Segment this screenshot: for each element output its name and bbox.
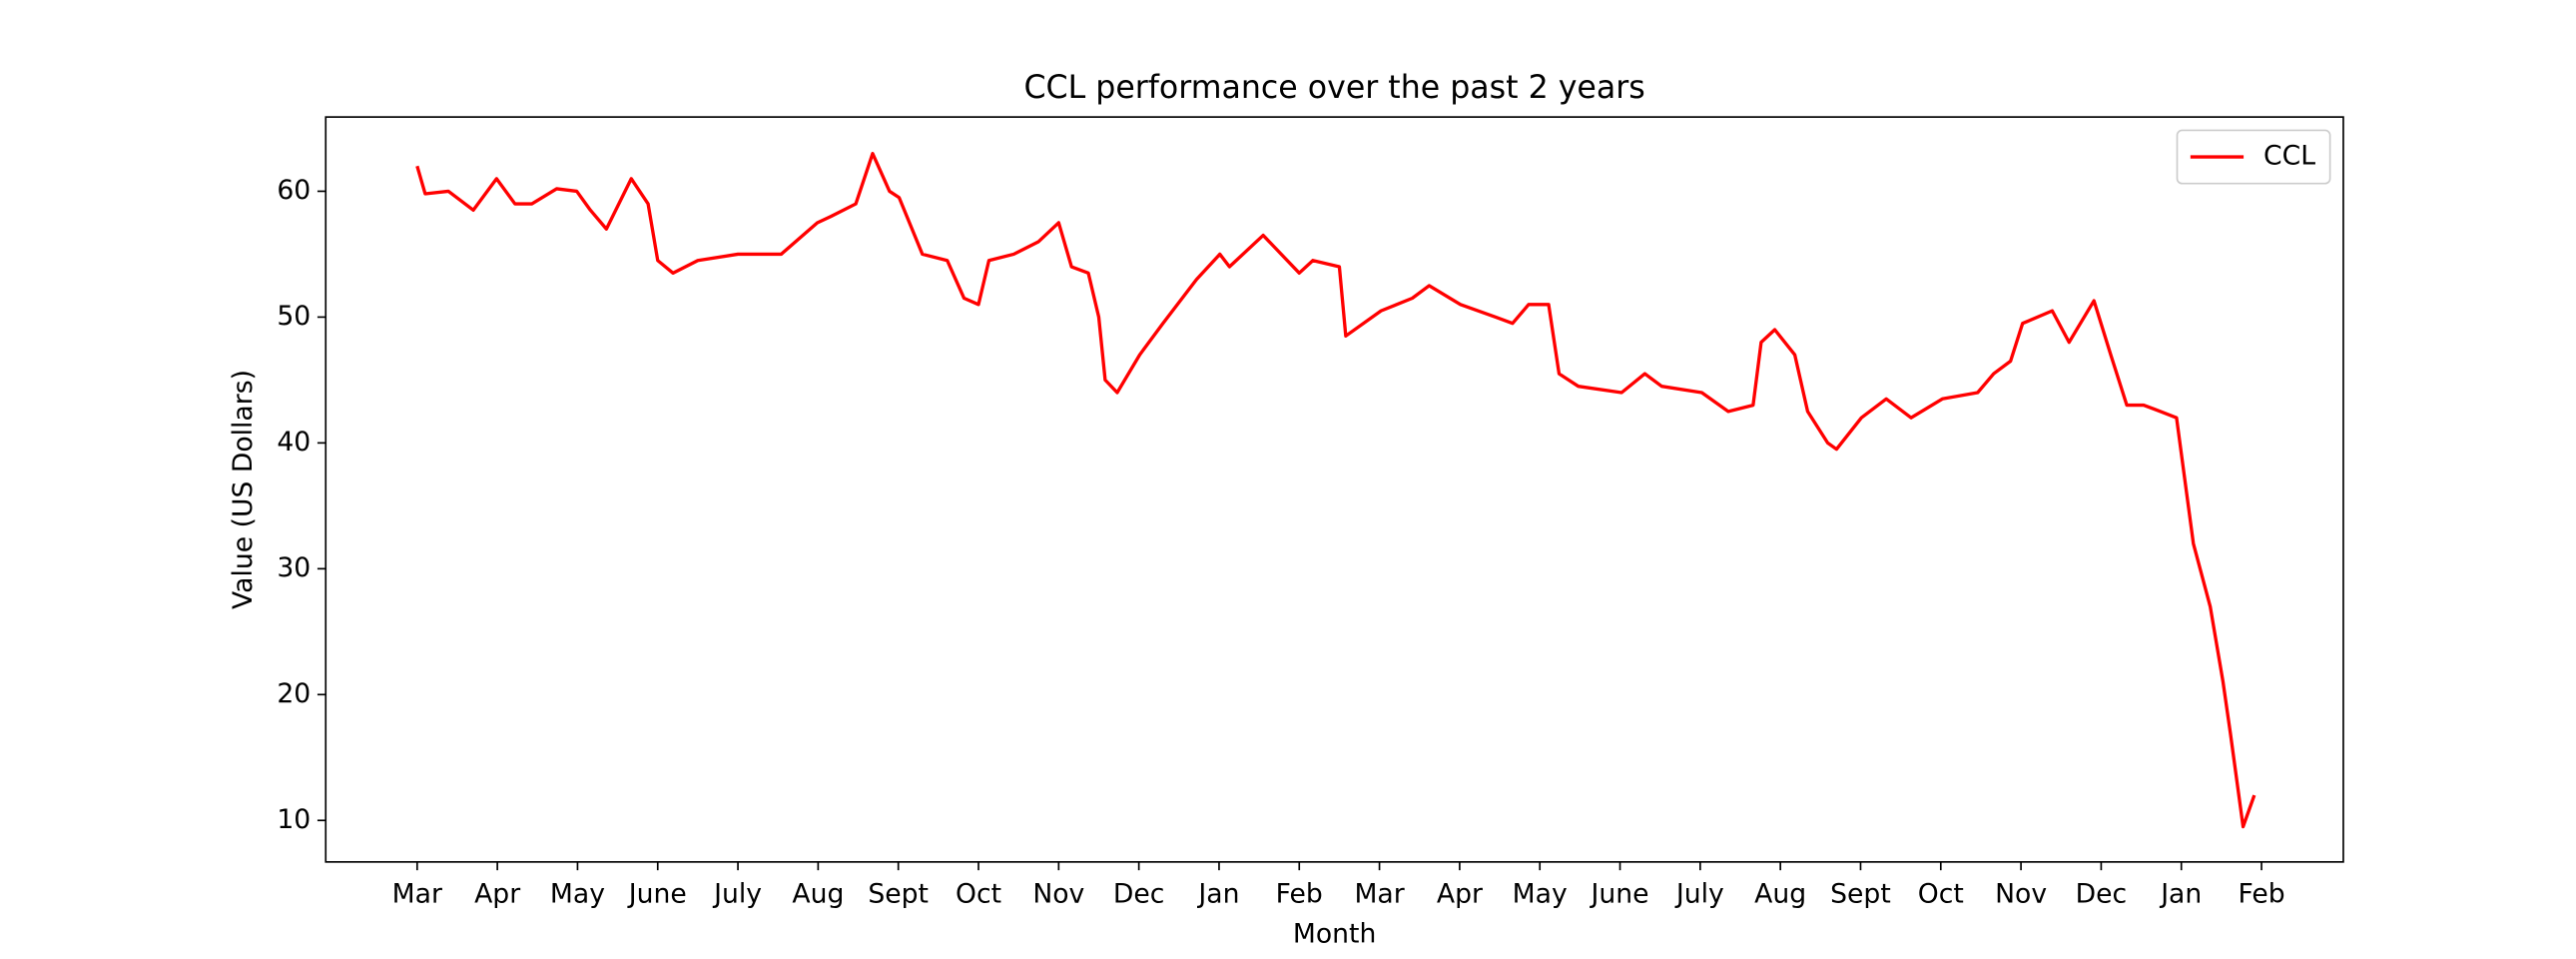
chart-title: CCL performance over the past 2 years bbox=[1023, 70, 1644, 106]
x-tick-label: Sept bbox=[1830, 879, 1891, 910]
x-tick-label: Aug bbox=[792, 879, 844, 910]
y-tick-label: 50 bbox=[277, 301, 311, 332]
x-tick-label: July bbox=[712, 879, 762, 910]
x-tick-label: July bbox=[1674, 879, 1724, 910]
legend-box bbox=[2176, 129, 2331, 185]
legend-label: CCL bbox=[2263, 141, 2315, 172]
x-tick-label: Aug bbox=[1754, 879, 1806, 910]
x-tick-label: Dec bbox=[2076, 879, 2128, 910]
x-tick-label: Apr bbox=[474, 879, 520, 910]
x-tick-label: Dec bbox=[1113, 879, 1165, 910]
y-axis-label: Value (US Dollars) bbox=[228, 370, 259, 609]
plot-area bbox=[415, 152, 2256, 829]
x-tick-label: May bbox=[1513, 879, 1568, 910]
y-tick-label: 30 bbox=[277, 552, 311, 583]
x-tick-label: Nov bbox=[1032, 879, 1084, 910]
x-tick-label: Mar bbox=[1354, 879, 1404, 910]
y-tick-label: 60 bbox=[277, 175, 311, 206]
x-tick-label: Feb bbox=[1276, 879, 1323, 910]
axes-frame bbox=[324, 116, 2344, 863]
x-tick-label: Sept bbox=[868, 879, 929, 910]
x-tick-label: Jan bbox=[1196, 879, 1239, 910]
x-tick-label: Oct bbox=[956, 879, 1001, 910]
x-tick-label: June bbox=[1590, 879, 1649, 910]
y-tick-label: 40 bbox=[277, 427, 311, 458]
x-tick-label: Feb bbox=[2238, 879, 2284, 910]
x-tick-label: May bbox=[550, 879, 605, 910]
x-tick-label: Apr bbox=[1437, 879, 1483, 910]
x-tick-label: June bbox=[627, 879, 687, 910]
x-tick-label: Nov bbox=[1995, 879, 2047, 910]
x-axis-label: Month bbox=[1293, 919, 1376, 950]
y-tick-label: 20 bbox=[277, 678, 311, 709]
x-tick-label: Oct bbox=[1918, 879, 1964, 910]
data-line bbox=[415, 152, 2256, 829]
y-tick-label: 10 bbox=[277, 804, 311, 835]
x-tick-label: Mar bbox=[392, 879, 442, 910]
x-tick-label: Jan bbox=[2159, 879, 2202, 910]
